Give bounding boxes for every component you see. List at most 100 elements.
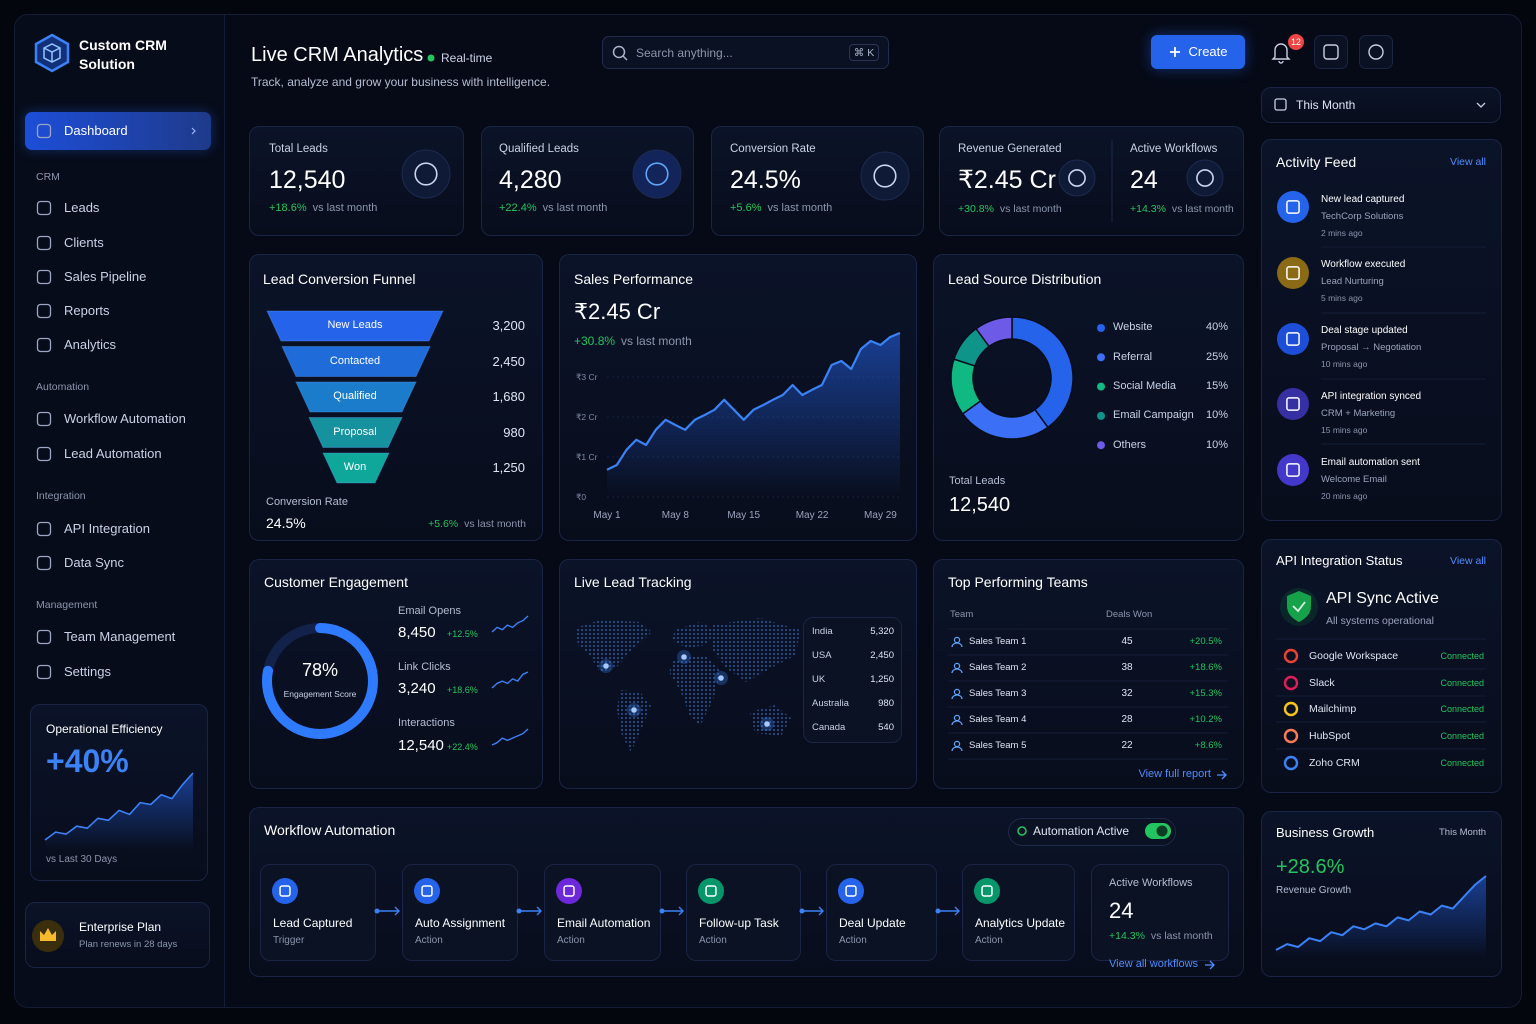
country-value: 980	[878, 698, 894, 710]
country-name: Australia	[812, 698, 849, 710]
nav-section: Integration	[36, 489, 86, 502]
integration-status: Connected	[1440, 650, 1484, 661]
card-title: Top Performing Teams	[948, 573, 1088, 590]
legend-label: Social Media	[1113, 380, 1176, 392]
connector	[662, 906, 684, 916]
icon-bg	[1277, 454, 1309, 486]
x-tick-label: May 15	[727, 510, 761, 521]
icon-glyph	[1286, 266, 1300, 280]
create-button[interactable]	[1151, 35, 1245, 69]
integration-name: Zoho CRM	[1309, 756, 1360, 769]
icon-bg	[272, 878, 298, 904]
kpi-icon-bg	[860, 151, 910, 201]
team-name: Sales Team 2	[969, 662, 1027, 674]
efficiency-line	[44, 772, 194, 841]
legend-dot	[1097, 411, 1105, 420]
nav-item[interactable]: Sales Pipeline	[64, 269, 147, 285]
period-label[interactable]: This Month	[1296, 97, 1356, 112]
toggle-knob	[1156, 825, 1168, 837]
nav-item[interactable]: Leads	[64, 200, 100, 216]
card-title: Operational Efficiency	[46, 721, 163, 736]
nav-icon	[36, 446, 52, 462]
donut-segment	[961, 399, 1049, 440]
change-row: +14.3% vs last month	[1130, 203, 1234, 216]
toggle-label[interactable]: Automation Active	[1033, 823, 1130, 838]
change-row: +14.3% vs last month	[1109, 930, 1213, 943]
teams-card	[933, 559, 1244, 789]
activity-title: Workflow executed	[1321, 259, 1406, 270]
nav-item[interactable]: Analytics	[64, 337, 117, 353]
crown	[40, 928, 56, 941]
y-tick-label: ₹0	[576, 491, 587, 502]
team-icon	[953, 636, 961, 644]
stage-label: Won	[343, 461, 367, 474]
link[interactable]: View all	[1450, 155, 1486, 168]
search-box[interactable]	[602, 36, 889, 69]
value-label: 40%	[1205, 321, 1228, 334]
card-title: Live Lead Tracking	[574, 573, 692, 590]
activity-time: 15 mins ago	[1321, 424, 1368, 435]
team-icon	[951, 668, 963, 674]
integration-logo	[1283, 675, 1299, 691]
create-label[interactable]: Create	[1188, 44, 1228, 60]
funnel-stage	[308, 417, 403, 448]
badge	[1288, 34, 1304, 50]
icon-button[interactable]	[1359, 35, 1393, 69]
nav-icon	[36, 555, 52, 571]
nav-item[interactable]: Settings	[64, 664, 111, 680]
connector	[802, 906, 824, 916]
nav-item[interactable]: Reports	[64, 303, 110, 319]
icon-bg	[1277, 257, 1309, 289]
link[interactable]: View all workflows	[1109, 958, 1199, 971]
link[interactable]: View full report	[1138, 768, 1211, 781]
integration-status: Connected	[1440, 677, 1484, 688]
kpi-label: Revenue Generated	[958, 143, 1062, 156]
integration-status: Connected	[1440, 757, 1484, 768]
search-placeholder[interactable]: Search anything...	[636, 45, 733, 60]
team-icon	[951, 720, 963, 726]
nav-icon	[36, 664, 52, 680]
activity-time: 20 mins ago	[1321, 490, 1368, 501]
nav-item[interactable]: Data Sync	[64, 555, 124, 571]
value-label: 15%	[1205, 380, 1228, 392]
y-tick-label: ₹1 Cr	[576, 451, 598, 462]
activity-time: 5 mins ago	[1321, 292, 1363, 303]
period-dropdown[interactable]	[1261, 87, 1501, 123]
activity-detail: Lead Nurturing	[1321, 276, 1384, 288]
icon-glyph	[563, 885, 575, 897]
team-icon	[953, 662, 961, 670]
search-icon	[622, 55, 628, 61]
team-icon	[953, 688, 961, 696]
nav-item[interactable]: Workflow Automation	[64, 411, 186, 427]
nav-item[interactable]: Clients	[64, 235, 104, 251]
change-row: +5.6% vs last month	[428, 518, 526, 531]
sales-line	[606, 331, 901, 471]
team-deals: 22	[1121, 740, 1133, 751]
change-row: +30.8% vs last month	[958, 203, 1062, 216]
nav-icon	[36, 235, 52, 251]
icon-bg	[698, 878, 724, 904]
link[interactable]: View all	[1450, 554, 1486, 567]
kpi-icon	[1068, 169, 1086, 187]
icon-button[interactable]	[1314, 35, 1348, 69]
metric-value: +40%	[46, 742, 129, 779]
nav-item[interactable]: Team Management	[64, 629, 176, 645]
stage-value: 1,680	[492, 389, 525, 405]
score-value: 78%	[301, 660, 339, 681]
nav-icon	[36, 303, 52, 319]
kpi-label: Active Workflows	[1130, 143, 1218, 156]
nav-active[interactable]	[25, 112, 211, 150]
label: Conversion Rate	[266, 496, 348, 509]
step-type: Action	[699, 935, 727, 946]
change-note: vs last month	[1171, 202, 1234, 215]
nav-item[interactable]: Dashboard	[64, 123, 128, 139]
nav-item[interactable]: Lead Automation	[64, 446, 162, 462]
stage-label: New Leads	[327, 319, 383, 332]
change-note: vs last month	[312, 202, 378, 215]
legend-label: Website	[1113, 321, 1153, 334]
nav-item[interactable]: API Integration	[64, 521, 150, 537]
note: vs Last 30 Days	[46, 854, 118, 865]
change: +14.3%	[1130, 202, 1166, 215]
step-name: Email Automation	[557, 915, 651, 930]
